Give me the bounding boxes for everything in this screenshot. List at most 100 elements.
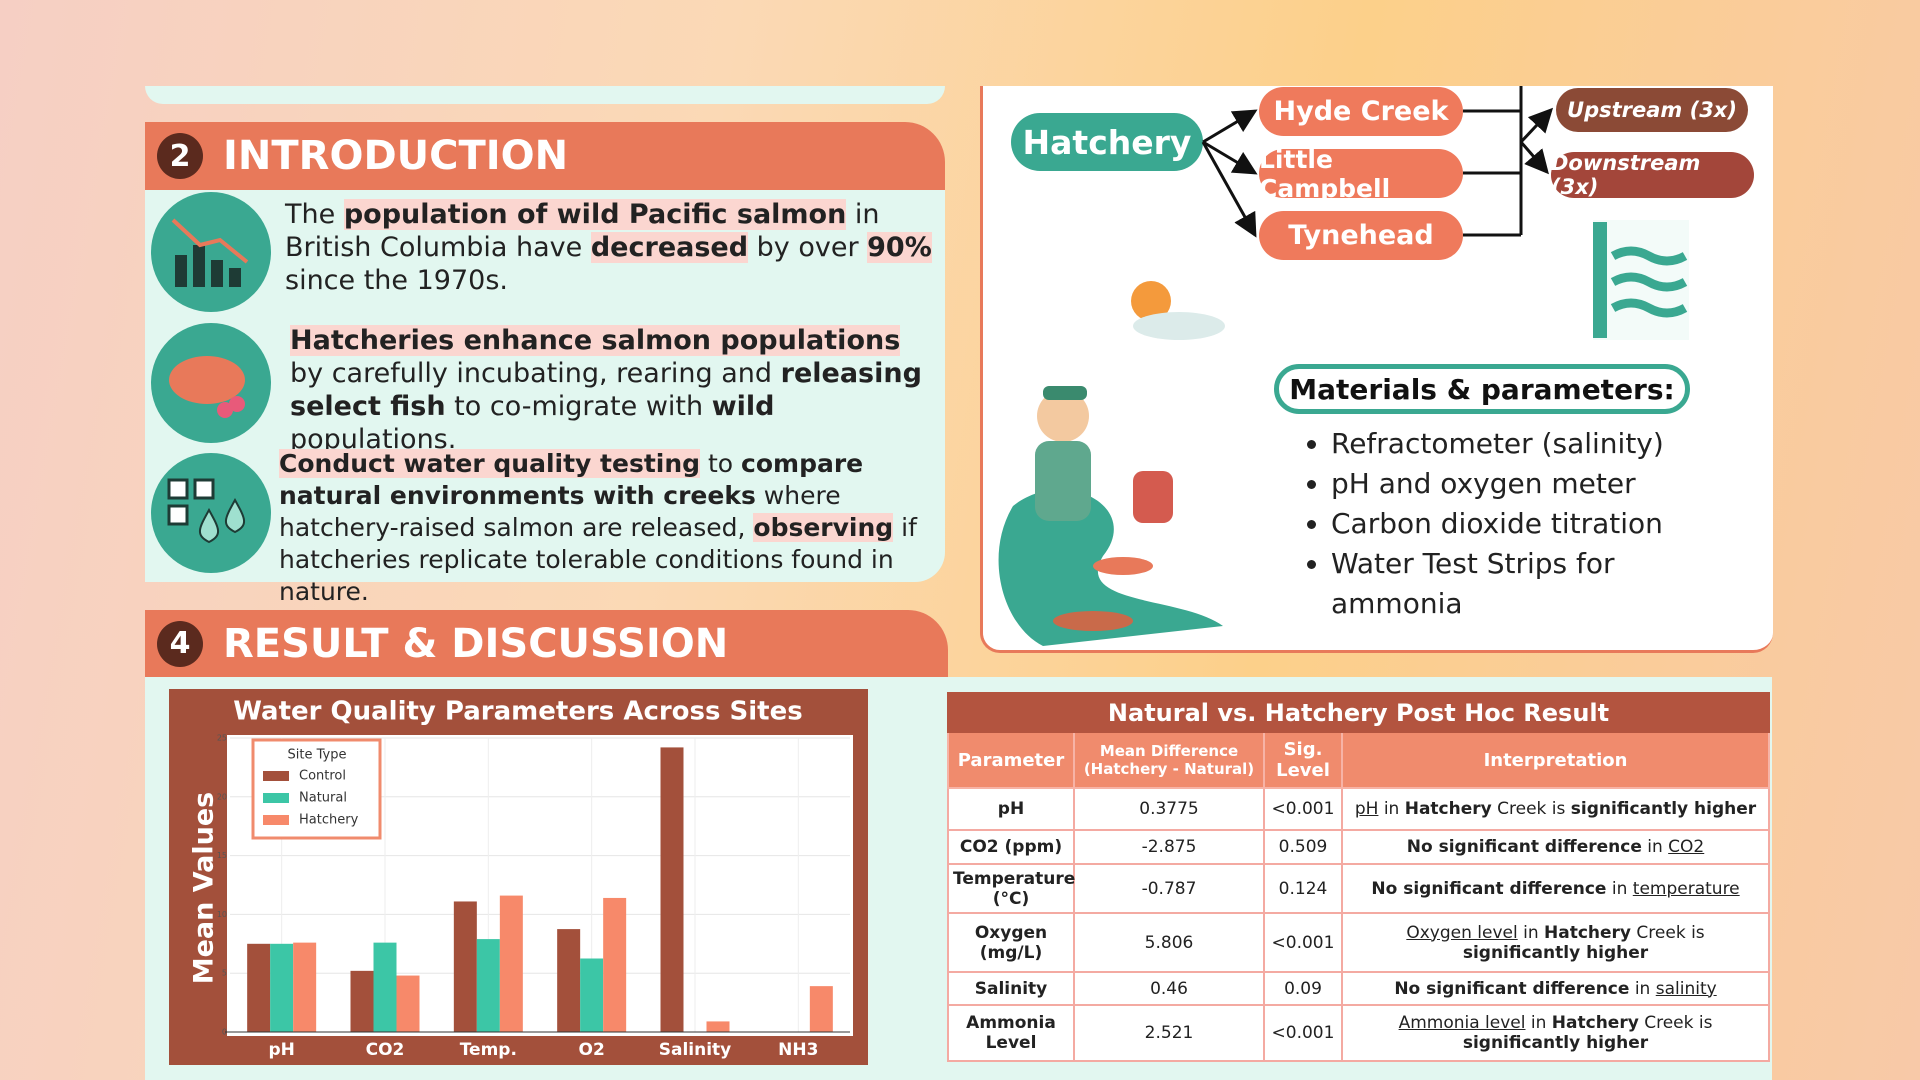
- text-run: in: [1641, 837, 1669, 857]
- text-run: in: [1378, 799, 1405, 819]
- x-tick-label: CO2: [366, 1040, 405, 1060]
- interpretation-cell: No significant difference in CO2: [1340, 829, 1771, 865]
- value-cell: -2.875: [1073, 829, 1265, 865]
- x-tick-label: Temp.: [460, 1040, 517, 1060]
- column-header: Interpretation: [1340, 731, 1771, 789]
- intro-icons: [151, 192, 271, 573]
- emphasis-text: CO2: [1668, 837, 1705, 857]
- y-tick-label: 20: [217, 792, 227, 801]
- value-cell: 0.3775: [1073, 787, 1265, 831]
- intro-paragraph: Hatcheries enhance salmon populations by…: [290, 324, 940, 456]
- material-item: Water Test Strips for ammonia: [1331, 544, 1685, 624]
- parameter-cell: Oxygen (mg/L): [947, 912, 1075, 973]
- legend-swatch: [263, 793, 289, 803]
- y-tick-label: 0: [222, 1028, 227, 1037]
- material-item: Refractometer (salinity): [1331, 424, 1685, 464]
- text-run: Creek is: [1638, 1013, 1713, 1033]
- text-run: Creek is: [1491, 799, 1571, 819]
- methods-diagram: [998, 86, 1689, 646]
- material-item: pH and oxygen meter: [1331, 464, 1685, 504]
- emphasis-text: releasing select fish: [290, 358, 922, 422]
- creek-node: Tynehead: [1259, 211, 1463, 260]
- hatchery-node: Hatchery: [1011, 113, 1203, 171]
- text-run: since the 1970s.: [285, 265, 508, 296]
- value-cell: 0.509: [1263, 829, 1343, 865]
- bar: [580, 958, 604, 1032]
- highlighted-text: decreased: [590, 232, 749, 263]
- table-title: Natural vs. Hatchery Post Hoc Result: [946, 692, 1771, 733]
- bar: [293, 942, 317, 1032]
- highlighted-text: Hatcheries enhance salmon populations: [290, 325, 901, 356]
- x-tick-label: O2: [579, 1040, 605, 1060]
- materials-list: Refractometer (salinity)pH and oxygen me…: [1305, 424, 1685, 624]
- text-run: in: [1629, 978, 1656, 999]
- emphasis-text: Hatchery: [1544, 922, 1632, 943]
- column-header: Mean Difference (Hatchery - Natural): [1073, 731, 1265, 789]
- y-tick-label: 5: [222, 969, 227, 978]
- creek-node: Little Campbell: [1259, 145, 1463, 203]
- parameter-cell: pH: [947, 787, 1075, 831]
- value-cell: -0.787: [1073, 863, 1265, 914]
- text-run: in British Columbia have: [285, 199, 880, 263]
- table-row: CO2 (ppm) -2.875 0.509 No significant diffe…: [947, 829, 1771, 865]
- intro-header: 2 INTRODUCTION: [145, 122, 945, 190]
- creek-node: Hyde Creek: [1259, 87, 1463, 136]
- intro-paragraph: Conduct water quality testing to compare…: [279, 448, 939, 608]
- bar: [350, 970, 374, 1032]
- parameter-cell: Temperature (°C): [947, 863, 1075, 914]
- emphasis-text: significantly higher: [1462, 942, 1649, 963]
- y-axis-label: Mean Values: [189, 792, 220, 985]
- text-run: Creek is: [1631, 922, 1705, 943]
- parameter-cell: CO2 (ppm): [947, 829, 1075, 865]
- table-row: Salinity 0.46 0.09 No significant differenc…: [947, 971, 1771, 1006]
- legend-label: Hatchery: [299, 813, 359, 828]
- results-header: 4 RESULT & DISCUSSION: [145, 610, 948, 677]
- value-cell: 0.09: [1263, 971, 1343, 1006]
- value-cell: 5.806: [1073, 912, 1265, 973]
- section-heading: RESULT & DISCUSSION: [223, 620, 729, 667]
- highlighted-text: observing: [753, 513, 894, 542]
- sample-node: Upstream (3x): [1556, 88, 1748, 132]
- value-cell: 0.124: [1263, 863, 1343, 914]
- y-tick-label: 15: [217, 851, 227, 860]
- text-run: in: [1517, 922, 1545, 943]
- top-strip: [145, 86, 945, 104]
- emphasis-text: salinity: [1655, 978, 1717, 999]
- text-run: in: [1525, 1013, 1552, 1033]
- value-cell: <0.001: [1263, 1004, 1343, 1062]
- column-header: Sig. Level: [1263, 731, 1343, 789]
- highlighted-text: 90%: [867, 232, 932, 263]
- emphasis-text: pH: [1354, 799, 1379, 819]
- emphasis-text: No significant difference: [1371, 878, 1607, 899]
- emphasis-text: temperature: [1632, 878, 1740, 899]
- emphasis-text: Ammonia level: [1398, 1013, 1526, 1033]
- sample-node: Downstream (3x): [1551, 151, 1754, 199]
- methods-panel: Hatchery Hyde Creek Little Campbell Tyne…: [980, 86, 1773, 653]
- x-tick-label: pH: [268, 1040, 294, 1060]
- emphasis-text: Oxygen level: [1406, 922, 1518, 943]
- parameter-cell: Salinity: [947, 971, 1075, 1006]
- emphasis-text: compare natural environments with creeks: [279, 449, 864, 510]
- legend-swatch: [263, 771, 289, 781]
- highlighted-text: population of wild Pacific salmon: [343, 199, 847, 230]
- bar: [476, 939, 500, 1032]
- value-cell: <0.001: [1263, 912, 1343, 973]
- emphasis-text: significantly higher: [1570, 799, 1757, 819]
- column-header: Parameter: [947, 731, 1075, 789]
- value-cell: <0.001: [1263, 787, 1343, 831]
- legend-label: Control: [299, 769, 346, 784]
- parameter-cell: Ammonia Level: [947, 1004, 1075, 1062]
- legend-label: Natural: [299, 791, 347, 806]
- bar: [499, 895, 523, 1032]
- interpretation-cell: Ammonia level in Hatchery Creek is signi…: [1340, 1004, 1771, 1062]
- section-number: 2: [157, 133, 203, 179]
- interpretation-cell: Oxygen level in Hatchery Creek is signif…: [1340, 912, 1771, 973]
- highlighted-text: Conduct water quality testing: [279, 449, 701, 478]
- bar: [603, 897, 627, 1032]
- text-run: in: [1606, 878, 1633, 899]
- bar: [660, 747, 684, 1032]
- emphasis-text: wild: [711, 391, 775, 422]
- bar: [247, 943, 271, 1032]
